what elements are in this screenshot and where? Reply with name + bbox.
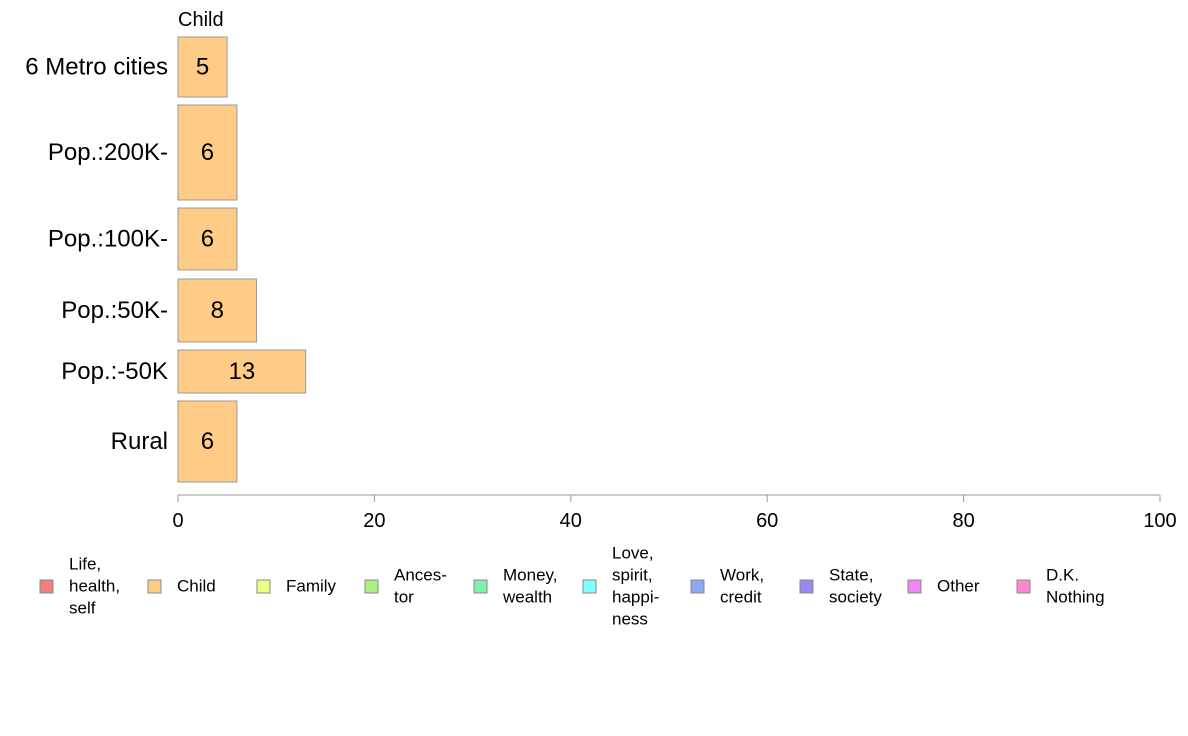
legend-label: Nothing — [1046, 588, 1105, 607]
legend-label: Child — [177, 577, 216, 596]
category-label: 6 Metro cities — [25, 54, 168, 81]
legend-swatch — [690, 579, 705, 594]
legend-label: self — [69, 599, 96, 618]
legend-item: Love, spirit, happi-ness — [582, 544, 659, 629]
legend-item: Life, health, self — [39, 555, 120, 618]
legend: Life, health, self Child Family Ances-tor Mone… — [39, 544, 1105, 629]
legend-label: Ances- — [394, 566, 447, 585]
legend-swatch — [147, 579, 162, 594]
category-label: Pop.:-50K — [61, 358, 168, 385]
legend-item: Ances-tor — [364, 566, 447, 607]
bars-group: 5 6 Metro cities 6 Pop.:200K- 6 Pop.:100K- 8 Po… — [25, 36, 307, 483]
legend-item: State, society — [799, 566, 882, 607]
bar-3 — [177, 278, 258, 343]
bar-value-label: 13 — [228, 358, 255, 385]
category-label: Pop.:50K- — [61, 297, 168, 324]
legend-swatch — [1016, 579, 1031, 594]
x-tick-label: 80 — [952, 510, 974, 532]
bar-0 — [177, 36, 228, 98]
legend-swatch — [907, 579, 922, 594]
x-tick-label: 60 — [756, 510, 778, 532]
legend-swatch — [799, 579, 814, 594]
legend-label: ness — [612, 610, 648, 629]
bar-2 — [177, 207, 238, 271]
category-label: Pop.:200K- — [48, 139, 168, 166]
legend-swatch — [256, 579, 271, 594]
bar-value-label: 6 — [201, 139, 214, 166]
legend-item: Child — [147, 577, 216, 596]
legend-item: Work, credit — [690, 566, 764, 607]
legend-label: State, — [829, 566, 873, 585]
legend-swatch — [364, 579, 379, 594]
legend-label: happi- — [612, 588, 659, 607]
bar-4 — [177, 349, 307, 394]
series-title: Child — [178, 9, 224, 31]
bar-5 — [177, 400, 238, 483]
legend-item: D.K. Nothing — [1016, 566, 1105, 607]
x-tick-label: 40 — [560, 510, 582, 532]
x-axis: 0 20 40 60 80 100 — [172, 494, 1177, 532]
category-label: Pop.:100K- — [48, 226, 168, 253]
legend-item: Family — [256, 577, 337, 596]
legend-label: Life, — [69, 555, 101, 574]
legend-swatch — [582, 579, 597, 594]
legend-label: Other — [937, 577, 980, 596]
bar-value-label: 5 — [196, 54, 209, 81]
legend-label: wealth — [502, 588, 552, 607]
legend-label: society — [829, 588, 882, 607]
bar-1 — [177, 104, 238, 201]
legend-label: D.K. — [1046, 566, 1079, 585]
legend-label: credit — [720, 588, 762, 607]
legend-label: Family — [286, 577, 337, 596]
bar-value-label: 6 — [201, 226, 214, 253]
legend-label: health, — [69, 577, 120, 596]
legend-swatch — [473, 579, 488, 594]
x-tick-label: 20 — [363, 510, 385, 532]
legend-label: Work, — [720, 566, 764, 585]
legend-label: tor — [394, 588, 414, 607]
legend-label: spirit, — [612, 566, 653, 585]
legend-label: Love, — [612, 544, 654, 563]
legend-label: Money, — [503, 566, 558, 585]
bar-value-label: 6 — [201, 428, 214, 455]
legend-swatch — [39, 579, 54, 594]
x-tick-label: 0 — [172, 510, 183, 532]
x-tick-label: 100 — [1143, 510, 1176, 532]
legend-item: Other — [907, 577, 980, 596]
legend-item: Money, wealth — [473, 566, 558, 607]
bar-value-label: 8 — [211, 297, 224, 324]
category-label: Rural — [111, 428, 168, 455]
